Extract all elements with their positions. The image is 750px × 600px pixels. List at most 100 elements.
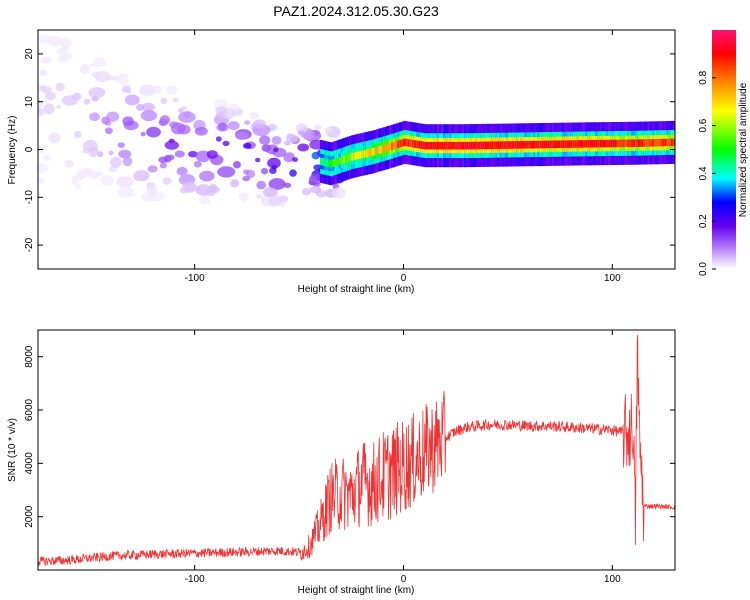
spectrogram-y-label: Frequency (Hz) [7,116,18,185]
spectrogram-blob [116,73,129,85]
spectrogram-ridge-cell [374,147,377,155]
spectrogram-blob [140,131,146,137]
spectrogram-ridge-cell [558,140,561,148]
spectrogram-ridge-cell [581,140,584,148]
spectrogram-blob [217,166,236,178]
spectrogram-ridge-cell [420,141,423,149]
spectrogram-blob [302,187,312,196]
spectrogram-blob [38,162,48,173]
spectrogram-x-label: Height of straight line (km) [298,284,415,295]
colorbar-tick-label: 0.0 [698,262,709,276]
spectrogram-ridge-cell [476,141,479,150]
spectrogram-blob [311,151,320,160]
spectrogram-ridge-cell [606,139,609,148]
colorbar: 0.0 0.2 0.4 0.6 0.8 Normalized spectral ampl… [698,30,749,276]
spectrogram-ridge-cell [664,138,667,147]
spectrogram-blob [108,150,114,156]
spectrogram-ridge-cell [428,141,431,150]
spectrogram-blob [242,169,250,175]
spectrogram-blob [180,173,195,183]
spectrogram-ridge-cell [545,140,548,149]
colorbar-tick-label: 0.4 [698,166,709,180]
spectrogram-blob [279,201,286,207]
spectrogram-ridge-cell [535,140,538,149]
spectrogram-ridge-cell [320,157,323,166]
spectrogram-ridge-cell [482,141,486,150]
spectrogram-blob [71,180,79,186]
spectrogram-ridge-cell [627,139,630,148]
x-tick-label: -100 [185,273,205,284]
spectrogram-ridge-cell [443,141,446,150]
spectrogram-blob [140,110,157,122]
spectrogram-blob [218,122,227,131]
spectrogram-ridge-cell [631,139,634,148]
spectrogram-ridge-cell [649,139,653,147]
spectrogram-blob [55,82,65,92]
spectrogram-blob [178,111,196,123]
spectrogram-ridge-cell [338,157,341,165]
spectrogram-ridge-cell [597,139,600,148]
colorbar-ticks: 0.0 0.2 0.4 0.6 0.8 [698,70,716,276]
spectrogram-ridge-cell [641,139,644,147]
spectrogram-ridge-cell [524,141,527,149]
colorbar-tick-label: 0.8 [698,70,709,84]
spectrogram-blob [297,130,305,135]
x-tick-label: 0 [401,574,407,585]
spectrogram-blob [268,195,282,207]
spectrogram-ridge-cell [624,139,628,148]
spectrogram-ridge-cell [662,138,665,147]
spectrogram-ridge-cell [349,153,352,162]
spectrogram-ridge-cell [604,139,607,148]
spectrogram-ridge-cell [643,139,646,147]
x-tick-label: -100 [185,574,205,585]
spectrogram-blob [188,151,198,158]
spectrogram-ridge-cell [522,141,525,149]
spectrogram-ridge-cell [652,139,655,147]
spectrogram-ridge-cell [530,140,534,149]
spectrogram-blob [310,186,322,194]
spectrogram-ridge-cell [518,141,521,149]
spectrogram-ridge-cell [589,140,592,148]
spectrogram-ridge-cell [451,141,454,150]
spectrogram-blob [289,169,297,177]
spectrogram-ridge-cell [384,144,387,152]
spectrogram-blob [285,134,298,143]
x-tick-label: 100 [604,574,621,585]
spectrogram-ridge-cell [622,139,626,148]
spectrogram-ridge-cell [656,138,659,147]
spectrogram-ridge-cell [480,141,484,150]
spectrogram-ridge-cell [328,159,331,168]
spectrogram-blob [242,142,252,149]
spectrogram-blob [194,127,208,136]
spectrogram-blob [133,170,150,182]
spectrogram-blob [56,48,63,55]
spectrogram-blob [165,85,178,95]
spectrogram-ridge-cell [564,140,567,148]
spectrogram-ridge-cell [570,140,573,148]
spectrogram-y-ticks: -20 -10 0 10 20 [24,48,675,252]
spectrogram-ridge-cell [507,141,511,149]
spectrogram-ridge-cell [391,142,394,151]
spectrogram-ridge-cell [345,155,348,163]
snr-x-label: Height of straight line (km) [298,585,415,596]
spectrogram-ridge-cell [562,140,565,148]
spectrogram-blob [101,116,110,125]
spectrogram-ridge-cell [393,141,396,150]
spectrogram-blob [89,63,96,68]
spectrogram-blob [295,123,308,134]
spectrogram-ridge-cell [424,141,427,150]
spectrogram-blob [43,103,55,115]
spectrogram-ridge-cell [493,141,496,149]
spectrogram-ridge-cell [560,140,563,148]
spectrogram-ridge-cell [639,139,642,147]
spectrogram-ridge-cell [464,141,467,150]
spectrogram-ridge-cell [539,140,542,149]
spectrogram-blob [230,179,240,188]
spectrogram-blob [167,154,175,161]
spectrogram-blob [88,146,99,157]
spectrogram-heatmap [38,34,675,208]
spectrogram-ridge-cell [497,141,500,149]
spectrogram-ridge-cell [572,140,575,148]
spectrogram-blob [260,167,269,175]
spectrogram-blob [39,69,48,77]
